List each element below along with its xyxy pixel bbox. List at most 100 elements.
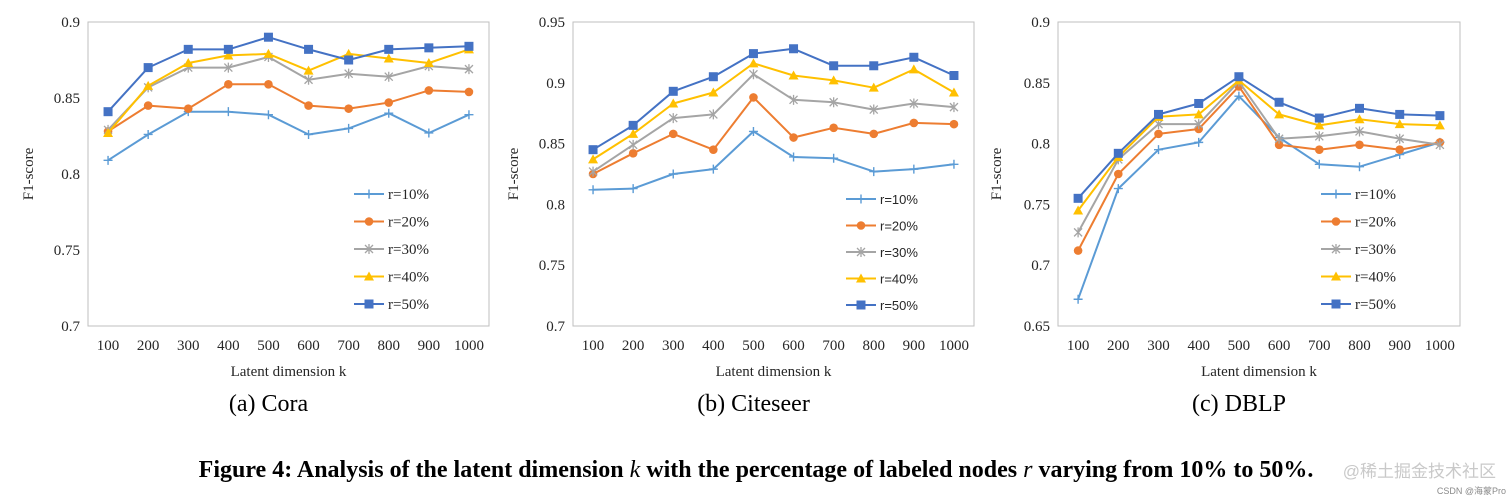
data-point [263,48,274,58]
series-r=50% [103,32,474,117]
x-axis-label: Latent dimension k [716,364,832,380]
data-point [1315,145,1324,154]
data-point [1194,137,1204,147]
data-point [668,169,678,179]
data-point [748,126,758,136]
data-point [383,53,394,63]
data-point [424,86,434,95]
x-tick-label: 500 [1228,338,1251,354]
data-point [869,104,879,115]
data-point [1073,205,1084,215]
data-point [949,71,959,81]
legend-marker [364,244,374,254]
data-point [224,80,233,89]
x-tick-label: 300 [177,338,200,354]
x-tick-label: 300 [662,338,685,354]
data-point [788,70,799,80]
data-point [143,63,153,73]
data-point [628,128,639,138]
data-point [304,44,314,54]
legend-marker [856,300,866,310]
y-tick-label: 0.7 [546,319,565,335]
x-tick-label: 600 [297,338,320,354]
data-point [789,152,799,162]
data-point [868,82,879,92]
legend-label: r=10% [388,187,429,203]
series-line [1077,79,1440,212]
data-point [828,75,839,85]
series-r=10% [588,126,959,195]
legend-label: r=50% [1355,297,1396,313]
data-point [263,32,273,42]
y-tick-label: 0.7 [1031,258,1050,274]
x-axis-label: Latent dimension k [231,364,347,380]
data-point [708,109,718,120]
series-r=50% [588,44,959,155]
y-axis-label: F1-score [21,147,37,200]
data-point [1234,72,1244,82]
data-point [1274,109,1285,119]
data-point [1114,169,1123,179]
plot-frame [572,21,975,327]
data-point [384,71,394,82]
legend-marker [856,247,866,257]
x-tick-label: 800 [1348,338,1371,354]
data-point [1073,294,1083,304]
x-tick-label: 800 [378,338,401,354]
series-r=40% [103,44,474,137]
legend-label: r=40% [880,272,918,287]
data-point [749,93,758,102]
y-tick-label: 0.9 [546,76,565,92]
y-tick-label: 0.85 [539,137,565,153]
data-point [183,58,194,68]
data-point [628,139,638,150]
data-point [424,43,434,53]
figure-caption: Figure 4: Analysis of the latent dimensi… [199,457,1314,483]
data-point [223,44,233,54]
legend-marker [364,189,374,199]
legend-label: r=30% [880,245,918,260]
series-line [592,73,955,173]
data-point [464,110,474,120]
data-point [628,184,638,194]
data-point [143,101,153,110]
data-point [344,68,354,79]
x-tick-label: 400 [217,338,240,354]
series-line [592,130,955,191]
data-point [1274,97,1284,107]
data-point [829,123,838,133]
data-point [183,44,193,54]
data-point [384,108,394,118]
data-point [588,185,598,195]
data-point [829,61,839,71]
data-point [869,167,879,177]
series-line [107,83,469,133]
x-tick-label: 600 [782,338,805,354]
data-point [1274,140,1284,150]
legend: r=10% r=20% r=30% r=40% r=50% [846,192,918,313]
x-axis-label: Latent dimension k [1201,364,1317,380]
data-point [1073,246,1083,255]
data-point [789,133,798,142]
x-tick-label: 800 [863,338,886,354]
data-point [789,94,799,105]
data-point [344,55,354,65]
legend-label: r=30% [388,242,429,258]
data-point [668,113,678,124]
series-line [1077,85,1441,252]
data-point [748,69,758,80]
x-tick-label: 600 [1268,338,1291,354]
x-tick-label: 900 [418,338,441,354]
data-point [304,129,314,139]
series-line [1077,80,1441,233]
data-point [1355,140,1364,150]
data-point [949,159,959,169]
data-point [709,145,718,154]
data-point [1314,131,1324,142]
data-point [748,49,758,59]
series-line [107,56,469,131]
data-point [1435,111,1445,121]
data-point [103,107,113,117]
data-point [949,102,959,113]
plot-frame [87,21,490,327]
